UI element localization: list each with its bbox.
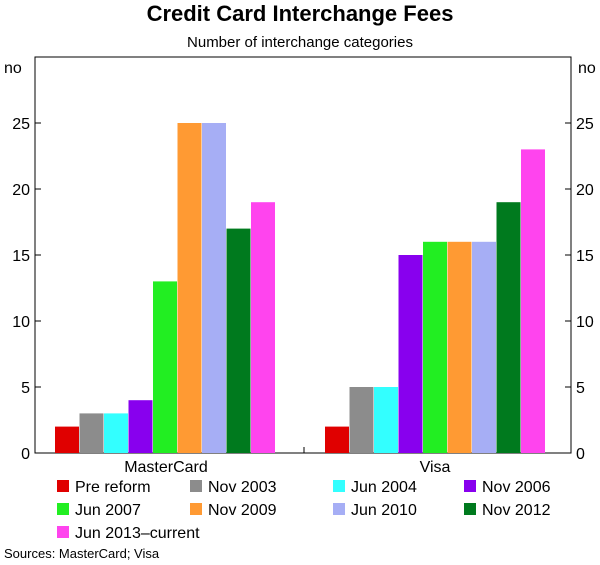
y-tick-label-right: 25 [576,116,594,133]
y-tick-label-left: 25 [12,116,30,133]
y-tick-label-left: 20 [12,182,30,199]
legend-label: Jun 2010 [351,502,417,519]
x-axis-categories: MasterCard Visa [124,459,450,476]
legend-label: Pre reform [75,479,151,496]
bar-mastercard-3 [104,413,128,453]
bar-visa-6 [447,241,472,453]
bar-visa-1 [325,426,349,453]
bar-visa-4 [398,255,423,453]
source-note: Sources: MasterCard; Visa [4,546,160,561]
legend-label: Nov 2003 [208,479,277,496]
category-label: Visa [420,459,451,476]
y-axis-unit-right: no [578,60,596,77]
legend-label: Jun 2013–current [75,525,200,542]
bar-mastercard-2 [79,413,104,453]
legend-label: Jun 2004 [351,479,417,496]
y-tick-label-left: 10 [12,314,30,331]
bar-mastercard-7 [202,123,226,453]
y-tick-label-right: 0 [576,446,585,463]
y-tick-label-right: 20 [576,182,594,199]
bars [55,123,545,453]
bar-mastercard-1 [55,426,79,453]
chart-title: Credit Card Interchange Fees [147,1,454,26]
legend-label: Nov 2012 [482,502,551,519]
y-axis-unit-left: no [4,60,22,77]
legend-swatch [190,503,202,515]
legend: Pre reform Nov 2003 Jun 2004 Nov 2006 Jun 20… [57,479,551,542]
bar-mastercard-9 [251,202,275,453]
bar-visa-5 [423,241,447,453]
bar-mastercard-6 [177,123,202,453]
y-tick-label-left: 0 [21,446,30,463]
legend-swatch [57,480,69,492]
y-tick-label-right: 5 [576,380,585,397]
legend-swatch [57,526,69,538]
legend-swatch [333,480,345,492]
chart-subtitle: Number of interchange categories [187,34,413,51]
category-label: MasterCard [124,459,208,476]
bar-mastercard-5 [153,281,177,453]
y-tick-label-left: 15 [12,248,30,265]
y-tick-label-right: 10 [576,314,594,331]
bar-visa-9 [521,149,545,453]
legend-swatch [190,480,202,492]
legend-label: Nov 2006 [482,479,551,496]
bar-visa-7 [472,241,496,453]
y-tick-label-left: 5 [21,380,30,397]
legend-swatch [57,503,69,515]
bar-visa-8 [496,202,521,453]
legend-swatch [464,503,476,515]
legend-swatch [333,503,345,515]
legend-swatch [464,480,476,492]
y-axis-ticks: 0 0 5 5 10 10 15 15 20 20 25 25 [12,116,594,463]
y-tick-label-right: 15 [576,248,594,265]
bar-visa-3 [374,387,398,453]
bar-visa-2 [349,387,374,453]
legend-label: Nov 2009 [208,502,277,519]
bar-mastercard-8 [226,228,251,453]
legend-label: Jun 2007 [75,502,141,519]
bar-mastercard-4 [128,400,153,453]
